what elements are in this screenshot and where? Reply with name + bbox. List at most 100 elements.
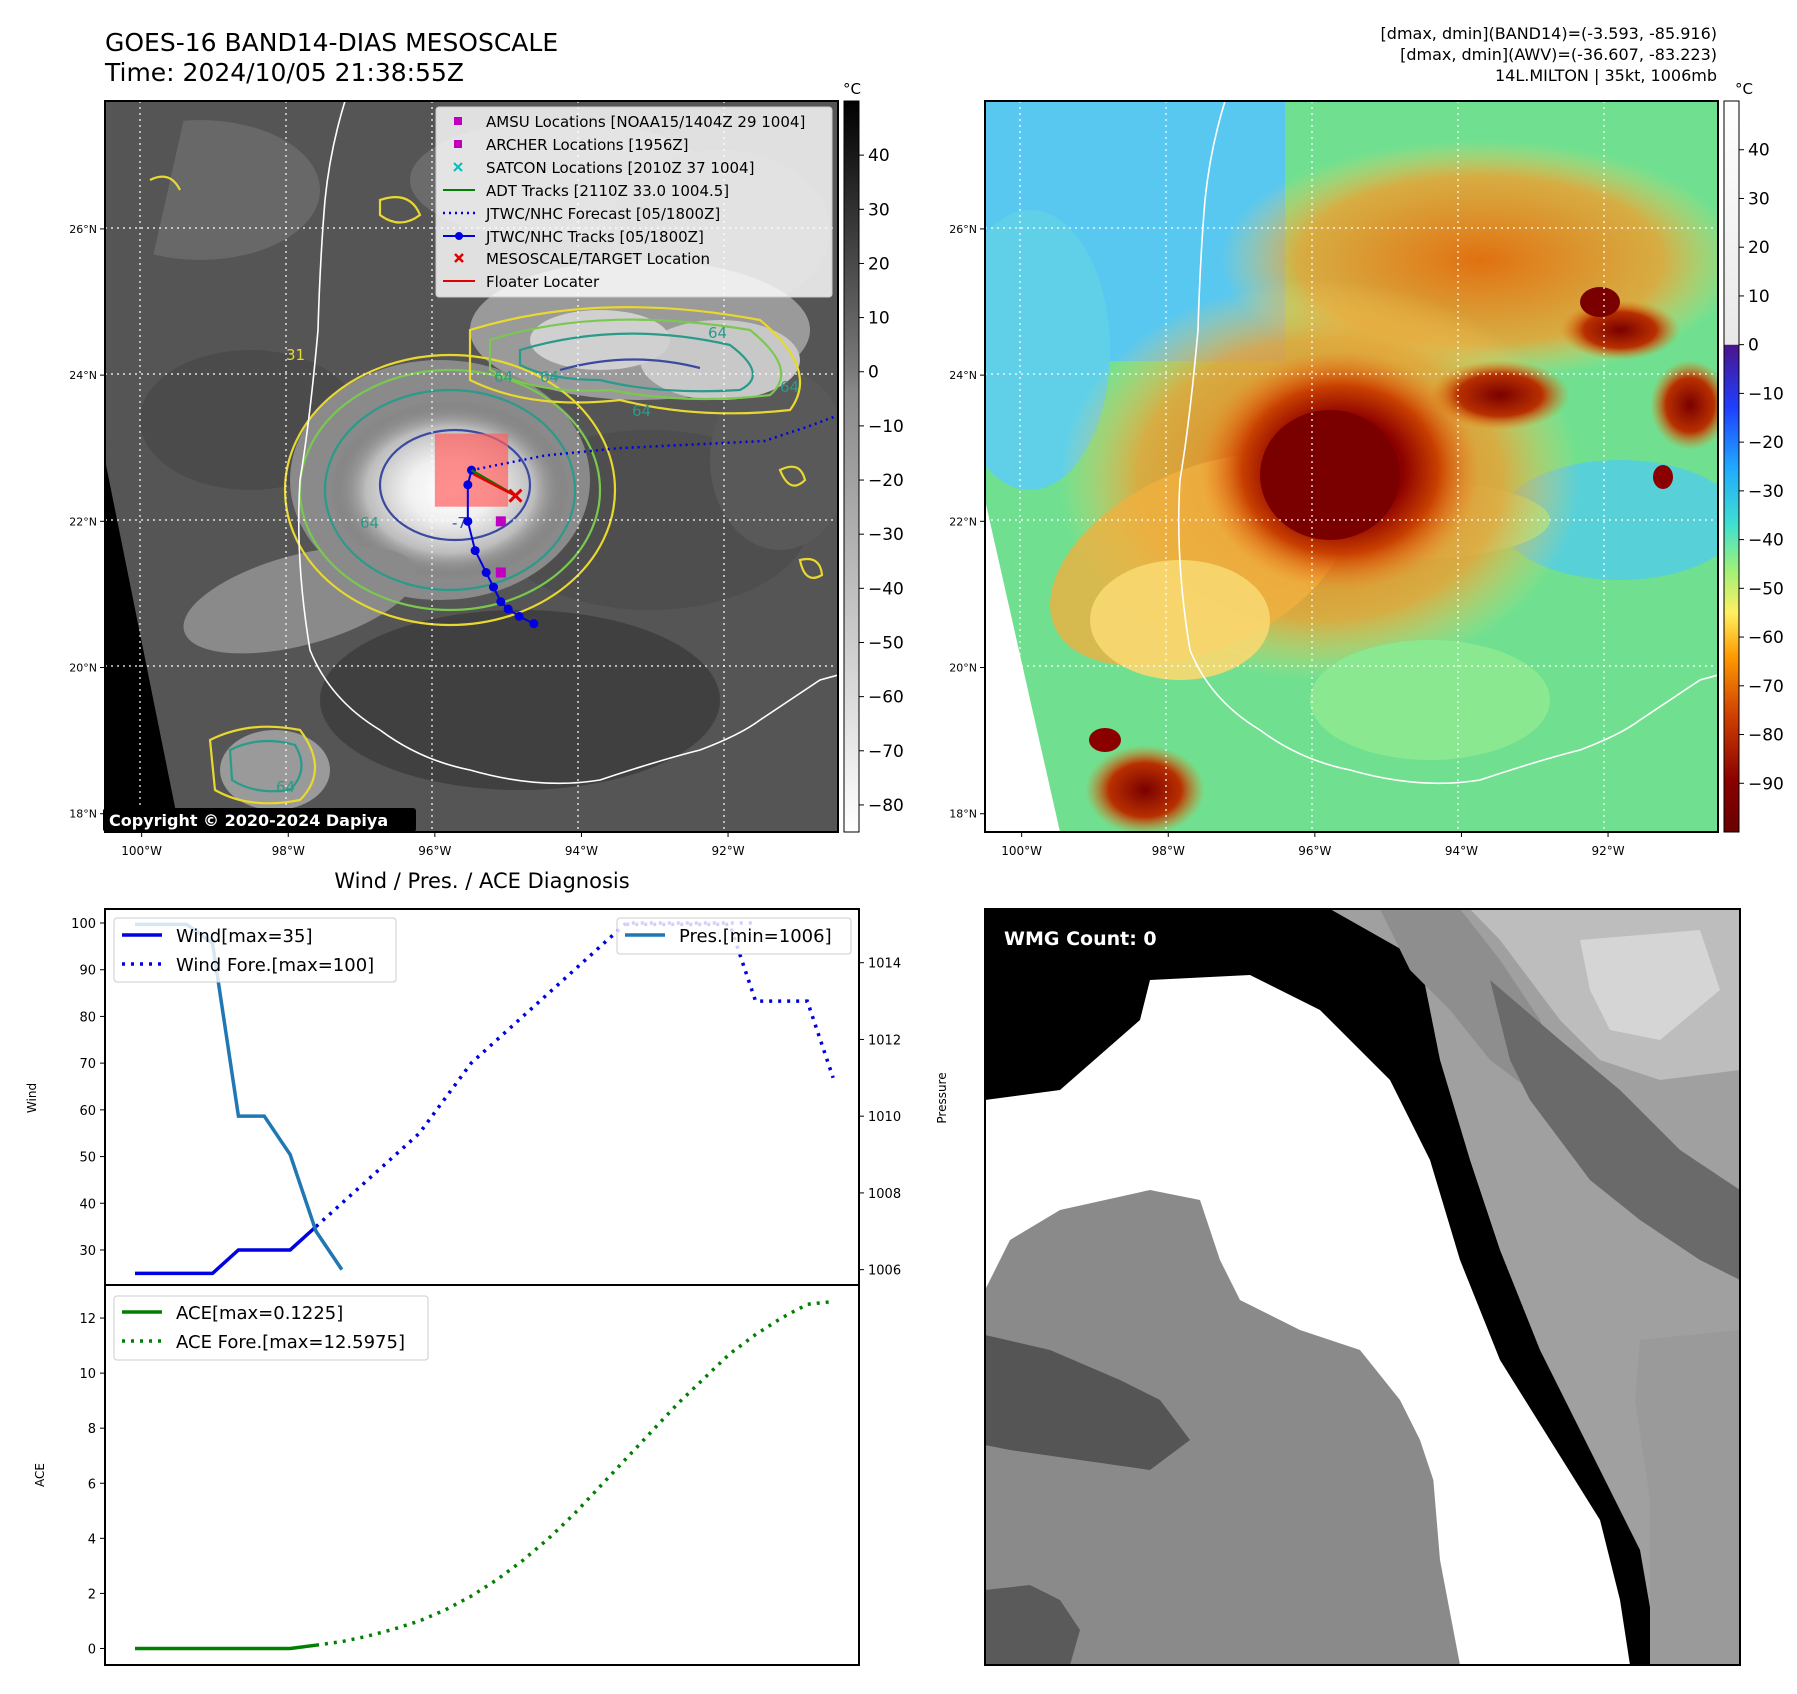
y-tick-label: 60: [79, 1104, 96, 1119]
y-tick-label: 6: [88, 1477, 96, 1492]
colorbar-tick-label: −80: [1748, 726, 1784, 746]
series-line-0: [135, 1225, 318, 1276]
copyright-text: Copyright © 2020-2024 Dapiya: [109, 811, 388, 830]
lon-tick-label: 96°W: [1298, 844, 1331, 858]
ir-contour-label: -7: [452, 514, 467, 532]
y-tick-label: 1010: [868, 1110, 901, 1125]
track-point: [463, 516, 473, 526]
track-point: [470, 546, 480, 556]
lon-tick-label: 94°W: [565, 844, 598, 858]
ir-map-frame: [104, 100, 839, 833]
lat-tick-label: 20°N: [69, 662, 97, 675]
info-awv: [dmax, dmin](AWV)=(-36.607, -83.223): [1400, 45, 1717, 64]
lat-tick-label: 20°N: [949, 662, 977, 675]
legend-marker-archer: [454, 140, 462, 148]
lon-tick-label: 94°W: [1445, 844, 1478, 858]
ir-contour-label: 64: [276, 778, 295, 796]
colorbar-tick-label: 10: [868, 309, 890, 329]
y-tick-label: 90: [79, 964, 96, 979]
lat-tick-label: 22°N: [949, 515, 977, 528]
lon-tick-label: 92°W: [1591, 844, 1624, 858]
colorbar-tick-label: −10: [1748, 384, 1784, 404]
figure-time: Time: 2024/10/05 21:38:55Z: [104, 58, 464, 87]
wmg-panel: WMG Count: 0: [984, 908, 1741, 1666]
colorbar-tick-label: −20: [1748, 433, 1784, 453]
track-point: [463, 480, 473, 490]
lat-tick-label: 26°N: [949, 223, 977, 236]
lat-tick-label: 24°N: [949, 369, 977, 382]
ace-ylabel: ACE: [33, 1463, 47, 1487]
pressure-legend: Pres.[min=1006]: [616, 917, 852, 955]
colorbar-tick-label: 20: [868, 254, 890, 274]
legend-marker-satcon: [453, 162, 463, 172]
y-tick-label: 70: [79, 1057, 96, 1072]
figure-title: GOES-16 BAND14-DIAS MESOSCALE: [105, 28, 558, 57]
lon-tick-label: 96°W: [418, 844, 451, 858]
ace-legend-forecast: ACE Fore.[max=12.5975]: [176, 1332, 405, 1353]
lon-tick-label: 100°W: [1001, 844, 1042, 858]
y-tick-label: 8: [88, 1422, 96, 1437]
copyright-badge: Copyright © 2020-2024 Dapiya: [103, 808, 416, 832]
ir-contour-label: 64: [360, 514, 379, 532]
colorbar-tick-label: −60: [1748, 628, 1784, 648]
wind-legend-actual: Wind[max=35]: [176, 926, 313, 947]
track-point: [529, 619, 539, 629]
legend-label-tracks: JTWC/NHC Tracks [05/1800Z]: [485, 228, 704, 246]
legend-marker-target: [454, 253, 464, 263]
ir-coastline: [297, 101, 838, 785]
target-marker: [508, 488, 523, 503]
diagnosis-title: Wind / Pres. / ACE Diagnosis: [334, 869, 629, 893]
legend-label-floater: Floater Locater: [486, 273, 600, 291]
colorbar-tick-label: 40: [1748, 141, 1770, 161]
series-line-0: [135, 1643, 317, 1651]
y-tick-label: 1012: [868, 1033, 901, 1048]
amsu-marker: [495, 567, 506, 578]
colorbar-tick-label: −50: [868, 633, 904, 653]
y-tick-label: 1014: [868, 957, 901, 972]
colorbar-tick-label: 0: [1748, 336, 1759, 356]
ace-legend: ACE[max=0.1225] ACE Fore.[max=12.5975]: [113, 1295, 429, 1361]
ir-track-overlay: [434, 414, 838, 629]
ir-map-panel: 64 64 64 64 64 64 -7 31 64 AMSU Location…: [103, 100, 839, 833]
info-storm: 14L.MILTON | 35kt, 1006mb: [1495, 66, 1717, 85]
colorbar-tick-label: −70: [868, 742, 904, 762]
wind-ylabel: Wind: [25, 1083, 39, 1113]
awv-coastline: [1177, 101, 1718, 785]
legend-label-satcon: SATCON Locations [2010Z 37 1004]: [486, 159, 754, 177]
legend-label-archer: ARCHER Locations [1956Z]: [486, 136, 689, 154]
colorbar-tick-label: −50: [1748, 579, 1784, 599]
colorbar-tick-label: 30: [868, 200, 890, 220]
ir-contour-label: 64: [708, 324, 727, 342]
colorbar-tick-label: −40: [1748, 531, 1784, 551]
y-tick-label: 80: [79, 1010, 96, 1025]
ace-chart: 12 10 8 6 4 2 0 ACE ACE[max=0.1225] ACE Fore.[…: [33, 1284, 860, 1666]
awv-colorbar-unit: °C: [1735, 80, 1753, 98]
colorbar-tick-label: −80: [868, 796, 904, 816]
track-point: [481, 567, 491, 577]
best-track-line: [466, 469, 535, 625]
y-tick-label: 40: [79, 1197, 96, 1212]
awv-map-frame: [984, 100, 1719, 833]
lon-tick-label: 100°W: [121, 844, 162, 858]
y-tick-label: 50: [79, 1151, 96, 1166]
ir-legend: AMSU Locations [NOAA15/1404Z 29 1004] AR…: [435, 106, 833, 298]
lon-tick-label: 92°W: [711, 844, 744, 858]
wind-pres-chart: 100 90 80 70 60 50 40 30 1014 1012 1010 1008 1006 W…: [25, 908, 949, 1286]
y-tick-label: 1008: [868, 1187, 901, 1202]
wind-legend-forecast: Wind Fore.[max=100]: [176, 955, 374, 976]
track-point: [514, 611, 524, 621]
y-tick-label: 30: [79, 1244, 96, 1259]
legend-marker-amsu: [454, 117, 462, 125]
lat-tick-label: 22°N: [69, 515, 97, 528]
series-line-1: [315, 1299, 834, 1647]
awv-map-panel: [984, 100, 1719, 833]
lat-tick-label: 18°N: [69, 808, 97, 821]
legend-label-forecast: JTWC/NHC Forecast [05/1800Z]: [485, 205, 720, 223]
y-tick-label: 100: [71, 917, 96, 932]
wmg-count-label: WMG Count: 0: [1004, 928, 1157, 950]
colorbar-tick-label: −60: [868, 688, 904, 708]
ir-contour-label: 64: [540, 368, 559, 386]
colorbar-tick-label: 20: [1748, 238, 1770, 258]
series-line-1: [626, 922, 835, 1079]
lon-tick-label: 98°W: [272, 844, 305, 858]
